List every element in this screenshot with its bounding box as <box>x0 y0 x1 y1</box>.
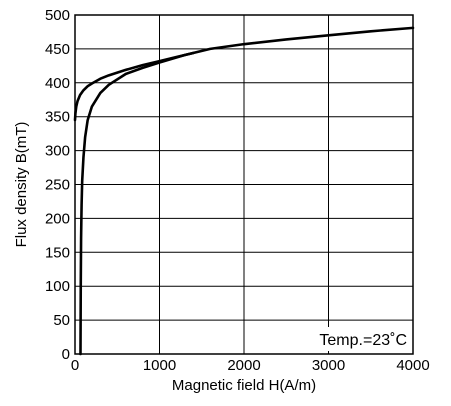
temperature-annotation: Temp.=23˚C <box>319 332 407 349</box>
y-tick-label: 300 <box>45 143 70 160</box>
x-tick-label: 3000 <box>312 357 345 374</box>
y-tick-label: 100 <box>45 278 70 295</box>
y-tick-label: 200 <box>45 210 70 227</box>
bh-curve-line-2 <box>73 51 195 122</box>
y-tick-label: 50 <box>53 312 70 329</box>
series-layer <box>73 26 415 356</box>
x-tick-label: 0 <box>71 357 79 374</box>
y-tick-label: 400 <box>45 75 70 92</box>
annotation-background <box>301 327 411 351</box>
y-tick-label: 350 <box>45 109 70 126</box>
y-tick-label: 0 <box>62 346 70 363</box>
x-tick-label: 4000 <box>396 357 429 374</box>
x-tick-label: 1000 <box>143 357 176 374</box>
bh-curve-line-1 <box>79 26 415 356</box>
y-tick-label: 500 <box>45 7 70 24</box>
x-axis-label: Magnetic field H(A/m) <box>172 377 316 394</box>
plot-frame <box>74 14 414 355</box>
x-tick-label: 2000 <box>227 357 260 374</box>
y-tick-labels: 0 50 100 150 200 250 300 350 400 450 500 <box>45 7 70 363</box>
y-tick-label: 250 <box>45 177 70 194</box>
y-axis-label: Flux density B(mT) <box>13 122 30 248</box>
y-tick-label: 150 <box>45 244 70 261</box>
grid <box>75 15 413 354</box>
x-tick-labels: 0 1000 2000 3000 4000 <box>71 357 430 374</box>
y-tick-label: 450 <box>45 41 70 58</box>
